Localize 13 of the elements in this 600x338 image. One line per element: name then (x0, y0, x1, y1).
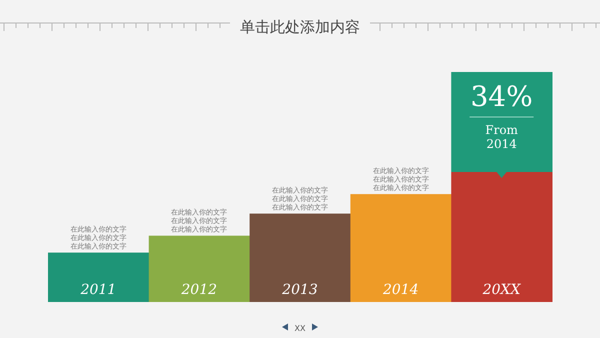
chart-title: 单击此处添加内容 (240, 18, 360, 36)
x-tick-label: 2013 (281, 282, 318, 298)
x-tick-label: 2014 (382, 282, 419, 298)
x-tick-label: 2012 (180, 282, 218, 298)
text: XX (294, 324, 306, 333)
x-tick-label: 20XX (482, 282, 522, 298)
bar (350, 194, 452, 302)
annotation: 34% (470, 80, 533, 113)
bar (250, 214, 351, 302)
x-tick-label: 2011 (80, 282, 116, 298)
bar (48, 252, 150, 302)
annotation: From 2014 (485, 123, 519, 151)
bar (148, 236, 250, 302)
